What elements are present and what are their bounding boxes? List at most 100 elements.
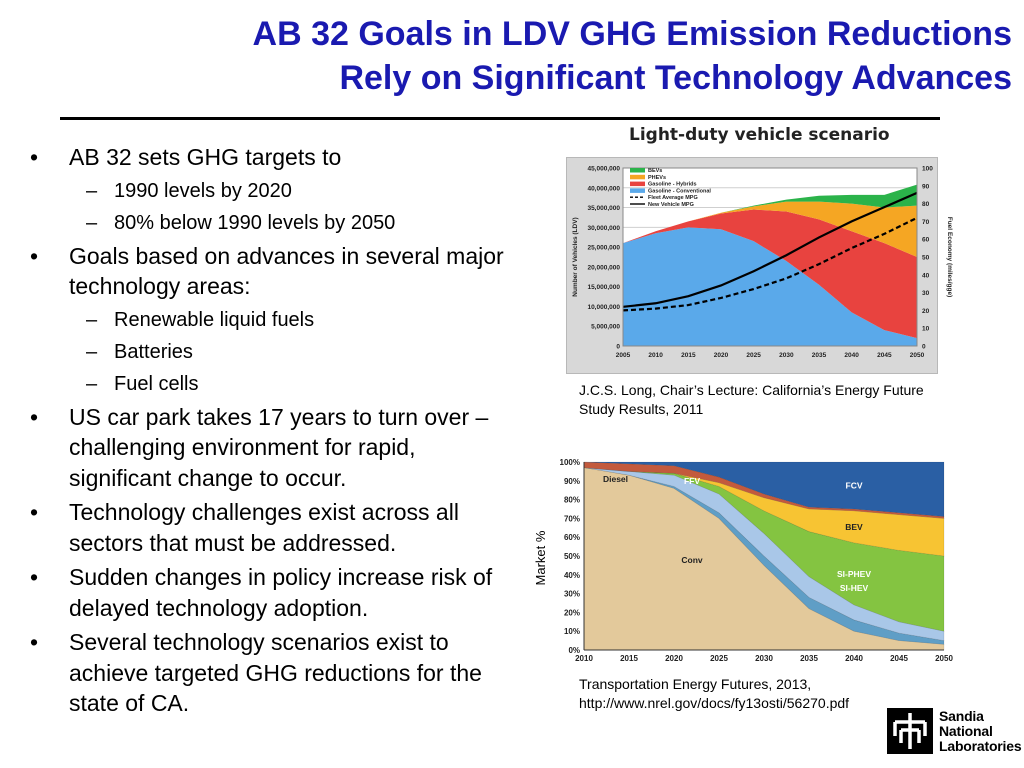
- chart2-x-tick-label: 2035: [800, 654, 818, 663]
- chart2-series-area: [583, 467, 945, 641]
- chart2-y-tick-label: 100%: [560, 458, 580, 467]
- bullet-item: AB 32 sets GHG targets to: [30, 142, 520, 173]
- chart1-y2-tick-label: 40: [922, 272, 930, 279]
- chart1-legend-label: Fleet Average MPG: [648, 195, 698, 201]
- chart2-y-tick-label: 30%: [564, 590, 580, 599]
- ldv-scenario-chart: Light-duty vehicle scenario 0 5,000,000 10…: [566, 121, 954, 374]
- chart1-y2-tick-label: 30: [922, 290, 930, 297]
- dash-marker: –: [86, 308, 98, 331]
- chart1-y-tick-label: 40,000,000: [587, 185, 620, 192]
- chart1-x-tick-label: 2045: [877, 352, 892, 359]
- chart1-y-tick-label: 15,000,000: [587, 284, 620, 291]
- sub-bullet-item: –1990 levels by 2020: [30, 177, 520, 205]
- sub-bullet-item: – Batteries: [30, 338, 520, 366]
- chart1-y-axis-label: Number of Vehicles (LDV): [572, 217, 579, 296]
- chart1-series-area: [623, 201, 917, 257]
- logo-line-3: Laboratories: [939, 738, 1022, 754]
- sub-bullet-text: Batteries: [114, 340, 193, 363]
- chart1-y2-tick-label: 10: [922, 326, 930, 333]
- bullet-item: Technology challenges exist across all s…: [30, 497, 520, 558]
- chart2-x-tick-label: 2010: [575, 654, 593, 663]
- chart1-legend-label: Gasoline - Conventional: [648, 188, 711, 194]
- chart2-x-tick-label: 2020: [665, 654, 683, 663]
- chart2-series-label: Diesel: [603, 474, 628, 484]
- chart1-y2-tick-label: 60: [922, 237, 930, 244]
- chart2-y-tick-label: 20%: [564, 608, 580, 617]
- chart1-y-tick-label: 45,000,000: [587, 166, 620, 173]
- logo-text: Sandia National Laboratories: [939, 708, 1022, 754]
- sub-bullet-text: Fuel cells: [114, 372, 199, 395]
- sub-bullet-text: 1990 levels by 2020: [114, 179, 292, 202]
- market-share-chart: 0% 10% 20% 30% 40% 50% 60% 70% 80% 90% 100% 2010 201…: [530, 452, 960, 667]
- logo-line-1: Sandia: [939, 708, 984, 724]
- chart1-x-tick-label: 2015: [681, 352, 696, 359]
- chart2-y-tick-label: 90%: [564, 477, 580, 486]
- bullet-item: US car park takes 17 years to turn over …: [30, 402, 520, 494]
- chart1-y-tick-label: 0: [616, 344, 620, 351]
- chart1-y2-tick-label: 80: [922, 201, 930, 208]
- chart2-series-label: FFV: [684, 476, 700, 486]
- sandia-logo: Sandia National Laboratories: [887, 708, 1022, 758]
- chart2-x-tick-label: 2030: [755, 654, 773, 663]
- chart2-series-label: BEV: [845, 522, 863, 532]
- logo-line-2: National: [939, 723, 993, 739]
- chart1-y2-tick-label: 90: [922, 183, 930, 190]
- chart1-title: Light-duty vehicle scenario: [629, 125, 890, 145]
- chart1-x-tick-label: 2035: [812, 352, 827, 359]
- chart1-legend-swatch: [630, 174, 645, 180]
- sub-bullet-item: – Fuel cells: [30, 370, 520, 398]
- chart1-y2-tick-label: 100: [922, 166, 933, 173]
- chart2-y-tick-label: 60%: [564, 533, 580, 542]
- chart2-y-tick-label: 50%: [564, 552, 580, 561]
- chart1-x-tick-label: 2030: [779, 352, 794, 359]
- chart1-y2-tick-label: 50: [922, 255, 930, 262]
- title-line-1: AB 32 Goals in LDV GHG Emission Reductio…: [252, 15, 1012, 53]
- chart2-x-tick-label: 2025: [710, 654, 728, 663]
- chart1-y-tick-label: 35,000,000: [587, 205, 620, 212]
- chart2-x-tick-label: 2045: [890, 654, 908, 663]
- chart1-legend-swatch: [630, 188, 645, 193]
- chart2-svg: 0% 10% 20% 30% 40% 50% 60% 70% 80% 90% 100% 2010 201…: [533, 458, 953, 663]
- chart1-series-area: [623, 209, 917, 339]
- chart1-x-tick-label: 2010: [648, 352, 663, 359]
- sub-bullet-text: 80% below 1990 levels by 2050: [114, 211, 396, 234]
- sub-bullet-item: – Renewable liquid fuels: [30, 306, 520, 334]
- sub-bullet-item: –80% below 1990 levels by 2050: [30, 209, 520, 237]
- dash-marker: –: [86, 372, 98, 395]
- chart1-legend-swatch: [630, 168, 645, 173]
- chart2-series-label: SI-PHEV: [837, 569, 871, 579]
- caption-chart2: Transportation Energy Futures, 2013, htt…: [579, 676, 850, 711]
- chart1-legend-label: Gasoline - Hybrids: [648, 182, 697, 188]
- bullet-item: Goals based on advances in several major…: [30, 241, 520, 302]
- chart2-series-area: [583, 467, 945, 632]
- chart1-y-tick-label: 30,000,000: [587, 225, 620, 232]
- chart2-y-axis-label: Market %: [533, 530, 548, 585]
- dash-marker: –: [86, 340, 98, 363]
- chart2-series-area: [583, 461, 945, 517]
- chart1-legend-label: New Vehicle MPG: [648, 202, 694, 208]
- bullet-item: Sudden changes in policy increase risk o…: [30, 562, 520, 623]
- chart2-y-tick-label: 70%: [564, 514, 580, 523]
- slide-title: AB 32 Goals in LDV GHG Emission Reductio…: [120, 12, 1012, 100]
- chart1-series-area: [623, 184, 917, 244]
- chart2-y-tick-label: 40%: [564, 571, 580, 580]
- chart1-y2-axis-label: Fuel Economy (miles/gge): [946, 217, 953, 298]
- chart1-y-tick-label: 10,000,000: [587, 304, 620, 311]
- chart2-series-label: Conv: [681, 555, 703, 565]
- chart1-y-tick-label: 5,000,000: [591, 324, 620, 331]
- sub-bullet-text: Renewable liquid fuels: [114, 308, 315, 331]
- caption-chart1: J.C.S. Long, Chair’s Lecture: California…: [579, 382, 924, 417]
- chart1-x-tick-label: 2020: [714, 352, 729, 359]
- chart1-y-tick-label: 25,000,000: [587, 245, 620, 252]
- chart1-x-tick-label: 2025: [746, 352, 761, 359]
- chart1-y-tick-label: 20,000,000: [587, 264, 620, 271]
- dash-marker: –: [86, 211, 98, 234]
- chart2-x-tick-label: 2015: [620, 654, 638, 663]
- chart1-x-tick-label: 2050: [910, 352, 925, 359]
- thunderbird-logo-icon: [887, 708, 933, 754]
- chart1-legend-label: PHEVs: [648, 175, 666, 181]
- title-line-2: Rely on Significant Technology Advances: [339, 59, 1012, 97]
- chart1-y2-tick-label: 70: [922, 219, 930, 226]
- chart2-y-tick-label: 10%: [564, 627, 580, 636]
- chart1-y2-tick-label: 0: [922, 344, 926, 351]
